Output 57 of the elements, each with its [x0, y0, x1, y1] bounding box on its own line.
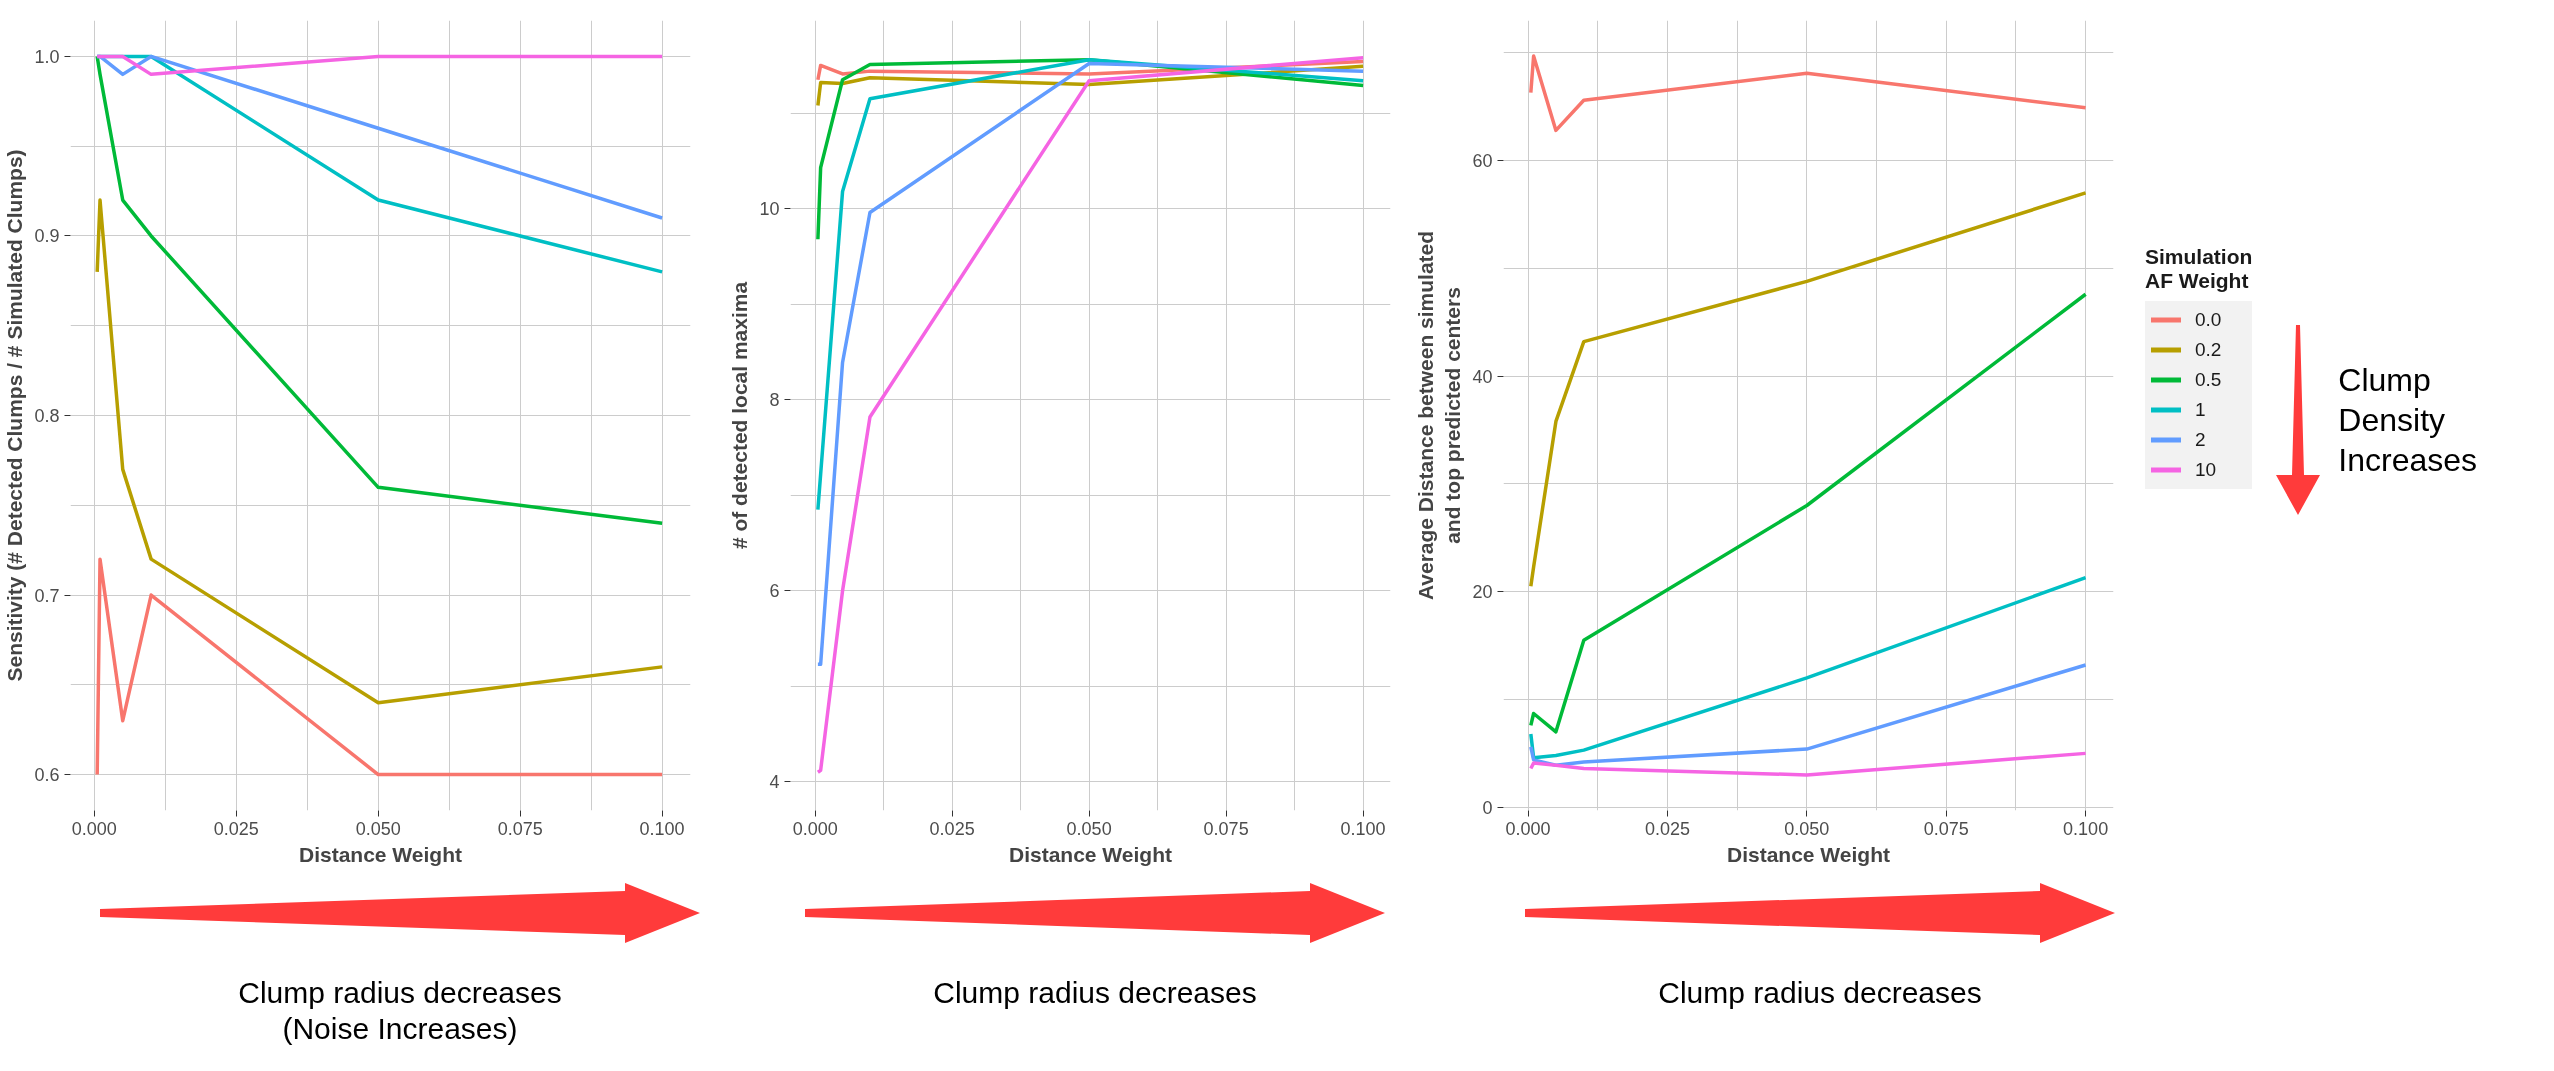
y-tick-label: 10 — [759, 199, 780, 220]
x-tick-label: 0.075 — [1203, 818, 1249, 839]
legend-label: 1 — [2195, 398, 2206, 423]
x-tick-label: 0.100 — [2063, 818, 2109, 839]
text: Clump radius decreases (Noise Increases) — [237, 974, 563, 1047]
line-series — [1529, 191, 2088, 589]
legend-label: 2 — [2195, 428, 2206, 453]
line-series — [1529, 751, 2088, 777]
line-series — [1529, 54, 2088, 133]
y-tick-label: 40 — [1472, 366, 1493, 387]
x-tick-label: 0.025 — [213, 818, 259, 839]
y-axis-title: # of detected local maxima — [728, 281, 752, 550]
line-series — [1529, 575, 2088, 760]
x-tick-label: 0.075 — [497, 818, 543, 839]
line-series — [1529, 292, 2088, 734]
text: Clump radius decreases — [1657, 974, 1983, 1011]
y-tick-label: 4 — [769, 772, 780, 793]
legend-label: 0.5 — [2195, 368, 2222, 393]
x-tick-label: 0.100 — [639, 818, 685, 839]
y-axis-title: Average Distance between simulated and top predicted centers — [1413, 230, 1465, 601]
y-tick-label: 60 — [1472, 151, 1493, 172]
line-series — [816, 57, 1365, 512]
x-tick-label: 0.050 — [355, 818, 401, 839]
x-axis-title: Distance Weight — [1009, 842, 1172, 866]
y-axis-title: Sensitivity (# Detected Clumps / # Simulated Clumps) — [3, 149, 27, 682]
line-series — [95, 198, 664, 705]
x-axis-title: Distance Weight — [299, 842, 462, 866]
line-series — [816, 61, 1365, 667]
y-tick-label: 6 — [769, 581, 780, 602]
legend-label: 0.0 — [2195, 308, 2222, 333]
x-tick-label: 0.000 — [1505, 818, 1551, 839]
text: Clump Density Increases — [2338, 361, 2478, 480]
line-series — [816, 56, 1365, 775]
text: Clump radius decreases — [932, 974, 1258, 1011]
y-tick-label: 0 — [1482, 797, 1493, 818]
y-tick-label: 0.8 — [34, 406, 60, 426]
y-tick-label: 20 — [1472, 582, 1493, 603]
legend-label: 10 — [2195, 458, 2217, 483]
y-tick-label: 1.0 — [34, 46, 60, 67]
legend-title: Simulation AF Weight — [2145, 245, 2253, 293]
y-tick-label: 8 — [769, 390, 780, 411]
x-axis-title: Distance Weight — [1727, 842, 1890, 866]
line-series — [1529, 663, 2088, 767]
x-tick-label: 0.050 — [1066, 818, 1112, 839]
y-tick-label: 0.9 — [34, 226, 60, 247]
x-tick-label: 0.000 — [71, 818, 117, 839]
y-tick-label: 0.6 — [34, 765, 60, 786]
line-series — [95, 557, 664, 777]
x-tick-label: 0.025 — [929, 818, 975, 839]
legend-label: 0.2 — [2195, 338, 2222, 363]
x-tick-label: 0.050 — [1784, 818, 1830, 839]
x-tick-label: 0.000 — [792, 818, 838, 839]
x-tick-label: 0.100 — [1340, 818, 1386, 839]
x-tick-label: 0.025 — [1644, 818, 1690, 839]
x-tick-label: 0.075 — [1923, 818, 1969, 839]
y-tick-label: 0.7 — [34, 585, 60, 606]
line-series — [95, 54, 664, 525]
